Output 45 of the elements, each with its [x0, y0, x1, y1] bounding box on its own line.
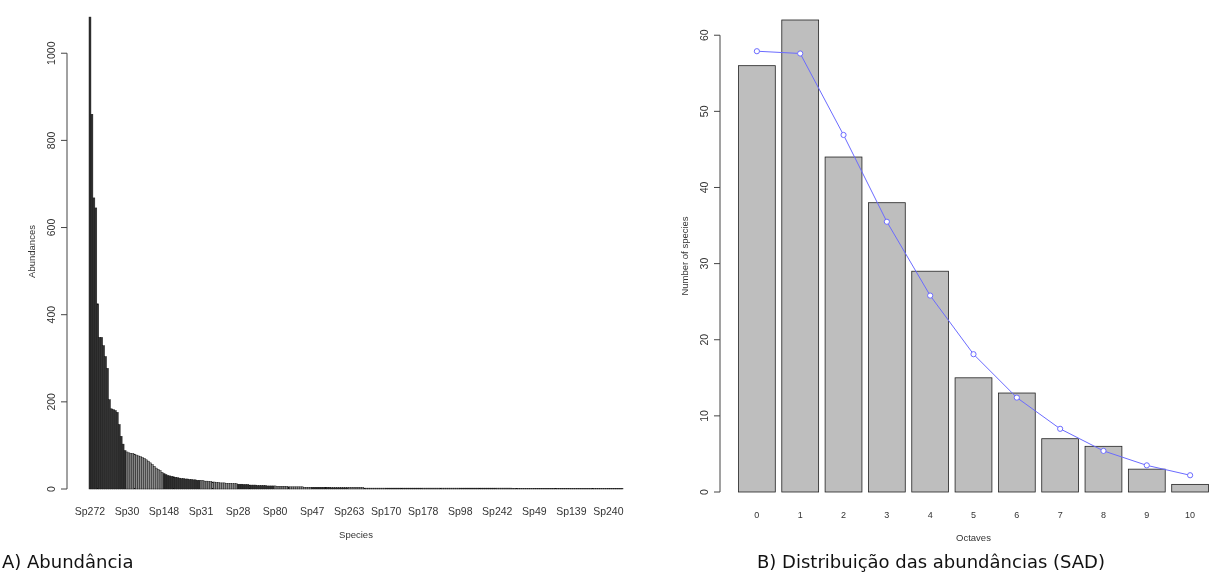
x-tick-label: Sp148 — [148, 505, 180, 517]
y-tick-label: 600 — [45, 218, 57, 237]
y-tick-label: 200 — [45, 392, 57, 411]
y-tick-label: 1000 — [45, 41, 57, 65]
x-tick-label: 8 — [1100, 510, 1106, 520]
x-tick-label: Sp28 — [225, 505, 251, 517]
x-tick-label: Sp263 — [333, 505, 365, 517]
x-tick-label: 10 — [1185, 510, 1196, 520]
x-tick-label: 2 — [841, 510, 847, 520]
y-tick-label: 800 — [45, 131, 57, 150]
x-tick-label: 7 — [1057, 510, 1063, 520]
x-tick-label: Sp240 — [593, 505, 624, 517]
x-tick-label: Sp242 — [482, 505, 513, 517]
x-tick-label: Sp31 — [188, 505, 214, 517]
x-tick-label: 5 — [970, 510, 977, 520]
x-axis-title: Species — [339, 529, 374, 540]
y-tick-label: 0 — [698, 488, 710, 495]
y-tick-label: 50 — [698, 105, 710, 118]
x-tick-label: 0 — [754, 510, 760, 520]
text: A) Abundância — [2, 551, 134, 572]
y-axis-title: Number of species — [679, 216, 690, 296]
x-tick-label: Sp30 — [114, 505, 140, 517]
x-tick-label: 1 — [797, 510, 803, 520]
y-axis-title: Abundances — [26, 224, 37, 278]
y-tick-label: 10 — [698, 409, 710, 422]
y-tick-label: 40 — [698, 181, 710, 194]
x-tick-label: Sp98 — [448, 505, 473, 517]
x-tick-label: Sp170 — [371, 505, 402, 517]
text: B) Distribuição das abundâncias (SAD) — [757, 551, 1105, 572]
x-tick-label: 6 — [1014, 510, 1020, 520]
x-tick-label: Sp49 — [522, 505, 547, 517]
y-tick-label: 60 — [698, 29, 710, 42]
x-tick-label: 3 — [884, 510, 890, 520]
x-tick-label: Sp272 — [74, 505, 106, 517]
x-tick-label: 4 — [927, 510, 933, 520]
y-tick-label: 0 — [45, 485, 57, 492]
x-axis-title: Octaves — [956, 532, 992, 543]
x-tick-label: 9 — [1144, 510, 1150, 520]
x-tick-label: Sp139 — [556, 505, 587, 517]
y-tick-label: 20 — [698, 333, 710, 346]
y-tick-label: 30 — [698, 257, 710, 270]
x-tick-label: Sp47 — [299, 505, 325, 517]
x-tick-label: Sp178 — [408, 505, 439, 517]
x-tick-label: Sp80 — [262, 505, 288, 517]
y-tick-label: 400 — [45, 305, 57, 324]
